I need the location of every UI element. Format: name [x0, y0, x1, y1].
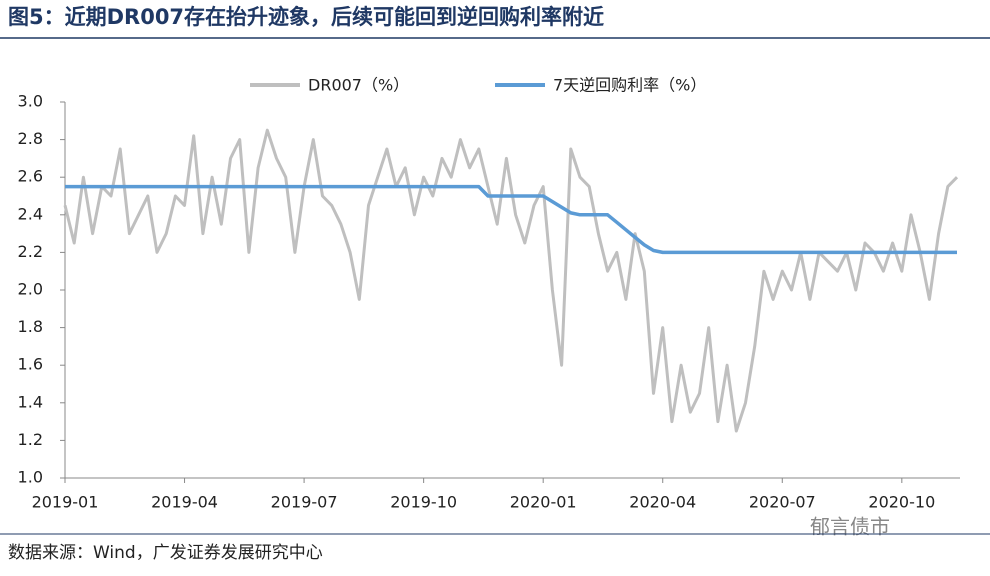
x-tick-label: 2020-01	[510, 493, 577, 512]
y-tick-label: 1.6	[18, 355, 43, 374]
source-note: 数据来源：Wind，广发证券发展研究中心	[8, 543, 323, 563]
y-tick-label: 2.2	[18, 242, 43, 261]
y-tick-label: 2.6	[18, 167, 43, 186]
x-tick-label: 2020-07	[749, 493, 816, 512]
y-tick-label: 2.8	[18, 129, 43, 148]
x-tick-label: 2019-04	[151, 493, 218, 512]
x-tick-label: 2020-10	[868, 493, 935, 512]
series-line	[63, 128, 959, 433]
series-line	[65, 184, 957, 255]
y-tick-label: 1.4	[18, 392, 43, 411]
x-tick-label: 2019-01	[32, 493, 99, 512]
x-tick-label: 2020-04	[629, 493, 696, 512]
legend-label: DR007（%）	[308, 76, 409, 95]
chart-title: 图5：近期DR007存在抬升迹象，后续可能回到逆回购利率附近	[8, 5, 604, 29]
y-tick-label: 1.2	[18, 430, 43, 449]
watermark: 郁言债市	[810, 515, 890, 539]
y-tick-label: 1.8	[18, 317, 43, 336]
x-tick-label: 2019-07	[271, 493, 338, 512]
y-tick-label: 2.0	[18, 280, 43, 299]
legend-label: 7天逆回购利率（%）	[553, 76, 706, 95]
x-tick-label: 2019-10	[390, 493, 457, 512]
y-tick-label: 1.0	[18, 468, 43, 487]
y-tick-label: 2.4	[18, 204, 43, 223]
y-tick-label: 3.0	[18, 92, 43, 111]
